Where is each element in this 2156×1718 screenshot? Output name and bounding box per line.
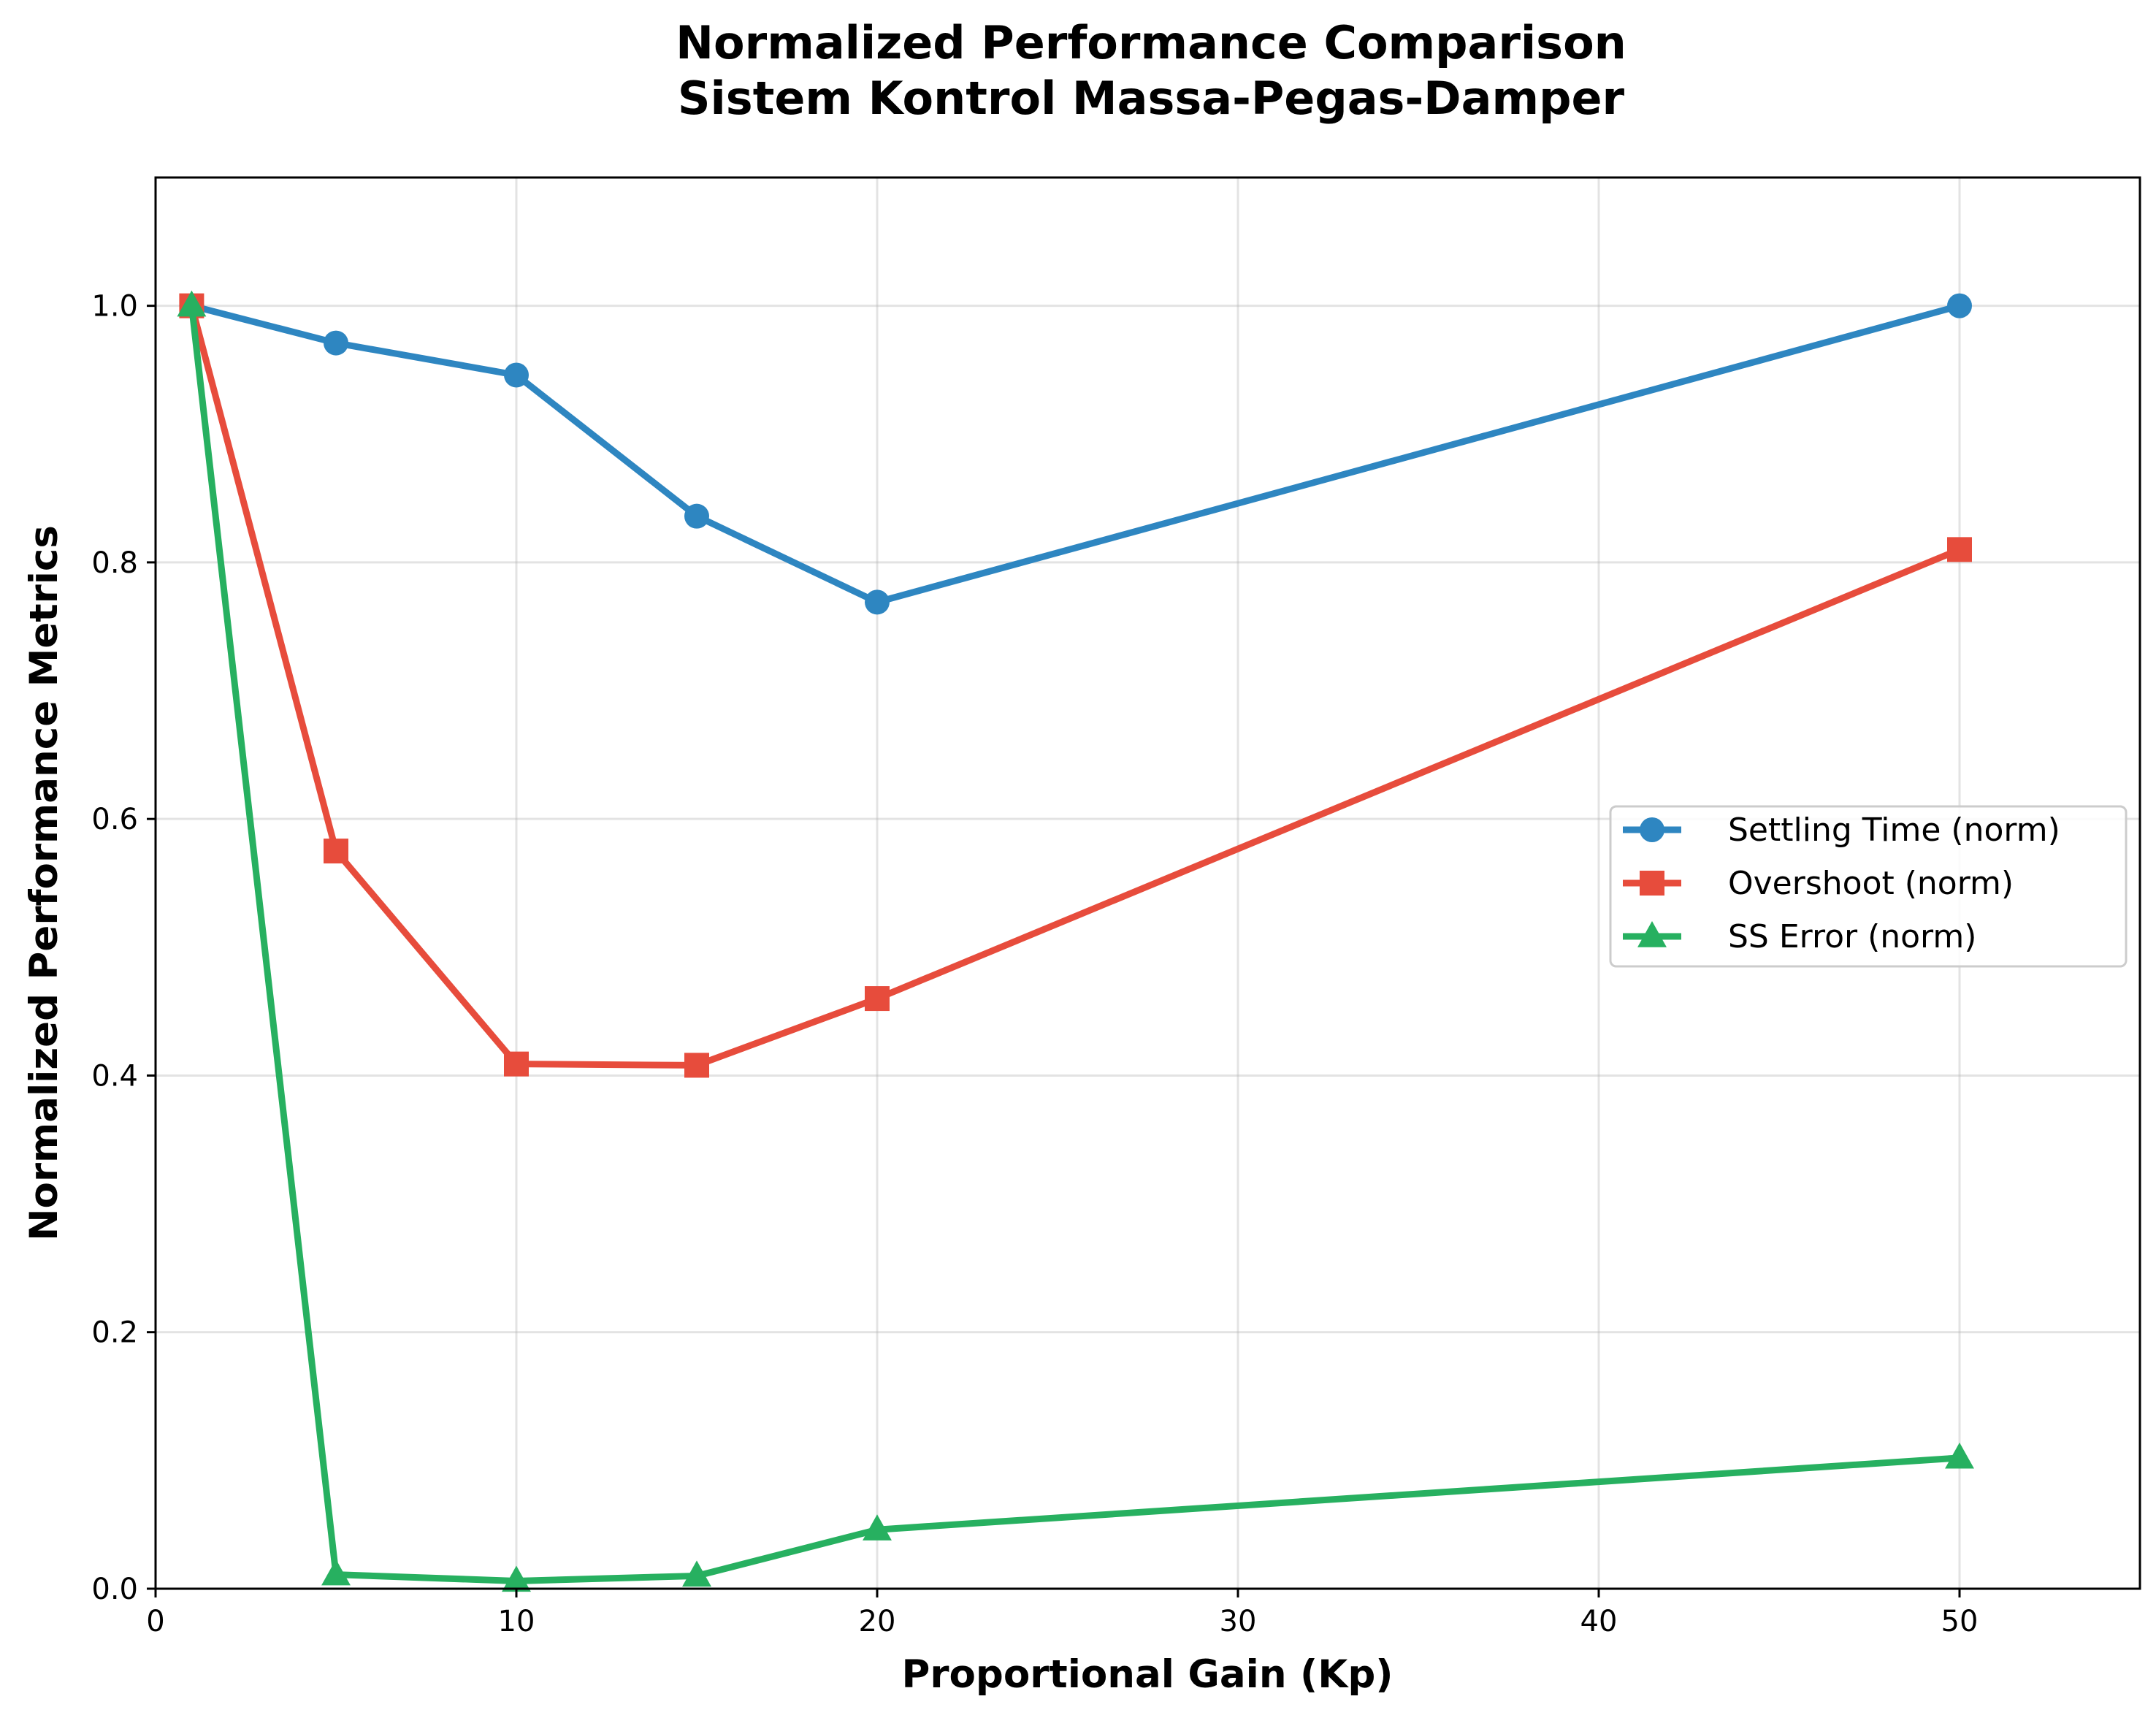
data-point xyxy=(324,839,348,864)
data-point xyxy=(324,330,348,356)
legend-label: Overshoot (norm) xyxy=(1728,865,2014,902)
y-tick-label: 0.4 xyxy=(91,1059,138,1093)
chart-title-line-1: Normalized Performance Comparison xyxy=(676,16,1626,69)
data-point xyxy=(502,1565,531,1592)
legend-marker xyxy=(1640,817,1664,842)
series-3 xyxy=(177,290,1974,1592)
y-tick-label: 0.6 xyxy=(91,803,138,836)
legend-entry: Overshoot (norm) xyxy=(1623,865,2014,902)
legend-marker xyxy=(1640,871,1664,896)
legend-frame xyxy=(1609,805,2128,968)
data-point xyxy=(177,290,207,317)
axis-ticks: 0 10 20 30 40 50 0.0 0.2 0.4 0.6 0.8 1.0 xyxy=(91,290,1978,1638)
chart-title-line-2: Sistem Kontrol Massa-Pegas-Damper xyxy=(678,72,1625,125)
plot-frame xyxy=(154,176,2141,1590)
data-point xyxy=(321,1559,351,1586)
x-tick-label: 20 xyxy=(859,1605,896,1638)
y-tick-label: 0.2 xyxy=(91,1316,138,1350)
legend-label: SS Error (norm) xyxy=(1728,918,1976,955)
x-tick-label: 30 xyxy=(1220,1605,1257,1638)
legend-entry: Settling Time (norm) xyxy=(1623,812,2060,849)
y-tick-label: 0.0 xyxy=(91,1573,138,1606)
legend-entry: SS Error (norm) xyxy=(1623,918,1976,955)
data-point xyxy=(684,503,709,529)
data-point xyxy=(504,1051,529,1077)
x-tick-label: 40 xyxy=(1580,1605,1618,1638)
data-point xyxy=(865,986,890,1012)
data-point xyxy=(682,1560,711,1587)
data-point xyxy=(1947,293,1972,318)
data-point xyxy=(1945,1442,1974,1469)
data-point xyxy=(504,362,529,388)
y-axis-label: Normalized Performance Metrics xyxy=(22,525,66,1241)
data-point xyxy=(1947,537,1972,562)
legend-label: Settling Time (norm) xyxy=(1728,812,2060,849)
series-line xyxy=(188,302,1963,1069)
data-point xyxy=(863,1514,892,1541)
plot-series xyxy=(177,290,1974,1592)
x-tick-label: 50 xyxy=(1941,1605,1979,1638)
x-axis-label: Proportional Gain (Kp) xyxy=(902,1652,1394,1697)
data-point xyxy=(865,589,890,615)
legend-marker xyxy=(1637,921,1667,947)
series-line xyxy=(188,302,1963,606)
x-tick-label: 10 xyxy=(498,1605,535,1638)
y-tick-label: 1.0 xyxy=(91,290,138,324)
legend: Settling Time (norm) Overshoot (norm) SS E… xyxy=(1609,805,2128,968)
data-point xyxy=(684,1053,709,1078)
x-tick-label: 0 xyxy=(146,1605,164,1638)
series-line xyxy=(188,302,1963,1584)
y-tick-label: 0.8 xyxy=(91,546,138,580)
